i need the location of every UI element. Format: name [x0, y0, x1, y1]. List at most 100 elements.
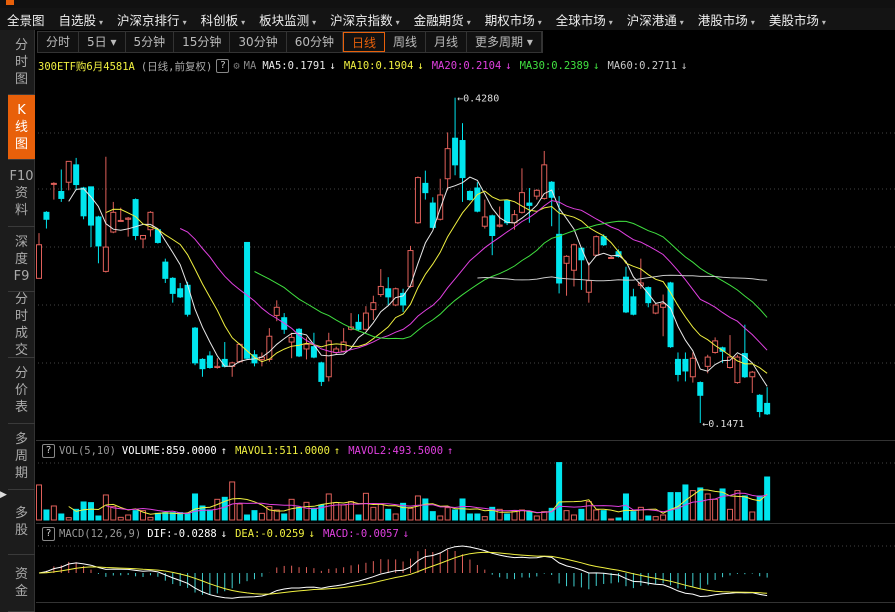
volume-bar: [697, 487, 704, 521]
chevron-down-icon: ▾: [312, 17, 317, 27]
menu-item[interactable]: 全景图: [0, 10, 52, 29]
trend-arrow-icon: ↓: [593, 60, 600, 72]
period-tab[interactable]: 60分钟: [287, 32, 343, 52]
period-tab[interactable]: 15分钟: [174, 32, 231, 52]
candle-body: [481, 216, 488, 227]
menu-item[interactable]: 自选股 ▾: [52, 10, 111, 29]
macd-indicator-label[interactable]: MACD(12,26,9): [59, 528, 142, 540]
sidebar-item[interactable]: 分 时 成 交: [8, 292, 35, 358]
chevron-down-icon: ▾: [821, 17, 826, 27]
candle-body: [192, 327, 199, 364]
candle-body: [682, 358, 689, 372]
candle-body: [734, 356, 741, 384]
help-button[interactable]: ?: [216, 59, 230, 73]
menu-item[interactable]: 沪深京排行 ▾: [110, 10, 194, 29]
candle-body: [585, 280, 592, 293]
volume-bar: [585, 501, 592, 521]
candle-body: [177, 288, 184, 298]
menu-item[interactable]: 沪深港通 ▾: [620, 10, 691, 29]
menu-item[interactable]: 金融期货 ▾: [407, 10, 478, 29]
period-tab[interactable]: 30分钟: [230, 32, 287, 52]
volume-bar: [199, 505, 206, 521]
menu-item-label: 沪深京指数: [330, 12, 393, 28]
dea-line: [38, 551, 768, 595]
macd-values: DIF:-0.0288 ↓ DEA:-0.0259 ↓ MACD:-0.0057 ↓: [147, 528, 417, 540]
sidebar-item[interactable]: K 线 图: [8, 95, 35, 160]
menu-item-label: 自选股: [58, 12, 97, 28]
indicator-value: MA30:0.2389: [519, 60, 590, 72]
security-title: 300ETF购6月4581A: [38, 60, 135, 73]
candle-body: [645, 287, 652, 304]
menu-item[interactable]: 港股市场 ▾: [691, 10, 762, 29]
candle-body: [704, 356, 711, 367]
volume-bar: [117, 516, 124, 521]
candle-body: [652, 304, 659, 314]
period-tab[interactable]: 更多周期 ▾: [467, 32, 542, 52]
period-tab[interactable]: 5分钟: [126, 32, 175, 52]
candle-body: [630, 296, 637, 315]
sidebar-item[interactable]: 多 股: [8, 490, 35, 555]
volume-bar: [719, 488, 726, 521]
candle-body: [444, 148, 451, 180]
candle-body: [533, 189, 540, 197]
menu-item[interactable]: 美股市场 ▾: [762, 10, 833, 29]
volume-bar: [88, 502, 95, 521]
sidebar-item[interactable]: 深 度 F9: [8, 227, 35, 292]
indicator-value: DIF:-0.0288: [147, 528, 217, 540]
period-tab[interactable]: 分时: [38, 32, 80, 52]
macd-help-button[interactable]: ?: [42, 527, 55, 541]
volume-bar: [593, 509, 600, 521]
menu-item-label: 沪深港通: [626, 12, 677, 28]
ma20-line: [179, 199, 768, 354]
volume-bar: [526, 511, 533, 521]
gear-icon[interactable]: ⚙: [233, 60, 240, 72]
candle-body: [244, 241, 251, 359]
menu-item[interactable]: 板块监测 ▾: [252, 10, 323, 29]
candle-body: [756, 394, 763, 413]
divider: [36, 523, 895, 524]
sidebar-collapse-handle-icon[interactable]: ▶: [0, 490, 7, 500]
candle-body: [325, 340, 332, 378]
candle-body: [169, 277, 176, 294]
dif-line: [38, 545, 768, 599]
sidebar-item[interactable]: F10 资 料: [8, 160, 35, 227]
candle-body: [125, 217, 132, 220]
volume-bar: [652, 516, 659, 521]
menu-item-label: 科创板: [200, 12, 239, 28]
period-tab[interactable]: 5日 ▾: [79, 32, 126, 52]
volume-bar: [95, 515, 102, 521]
candle-body: [764, 402, 771, 415]
period-tab[interactable]: 周线: [385, 32, 427, 52]
volume-bar: [474, 513, 481, 521]
menu-item-label: 美股市场: [768, 12, 819, 28]
menu-item[interactable]: 期权市场 ▾: [478, 10, 549, 29]
candle-body: [608, 256, 615, 259]
volume-bar: [689, 490, 696, 521]
menu-item[interactable]: 科创板 ▾: [194, 10, 253, 29]
volume-bar: [444, 507, 451, 521]
indicator-value: VOLUME:859.0000: [121, 445, 217, 457]
volume-bar: [556, 462, 563, 521]
candle-body: [43, 211, 50, 220]
trend-arrow-icon: ↑: [333, 445, 341, 457]
menu-item-label: 全景图: [7, 12, 45, 28]
volume-help-button[interactable]: ?: [42, 444, 55, 458]
chevron-down-icon: ▾: [608, 17, 613, 27]
volume-bar: [511, 511, 518, 521]
sidebar-item[interactable]: 多 周 期: [8, 424, 35, 490]
volume-indicator-label[interactable]: VOL(5,10): [59, 445, 116, 457]
candle-body: [600, 236, 607, 246]
candle-body: [206, 355, 213, 369]
menu-item[interactable]: 沪深京指数 ▾: [323, 10, 407, 29]
candle-body: [674, 358, 681, 375]
menu-item[interactable]: 全球市场 ▾: [549, 10, 620, 29]
sidebar-item[interactable]: 分 时 图: [8, 30, 35, 95]
ma-values: MA5:0.1791 ↓ MA10:0.1904 ↓ MA20:0.2104 ↓ MA30:…: [262, 60, 695, 72]
candle-body: [88, 186, 95, 226]
sidebar-item[interactable]: 分 价 表: [8, 358, 35, 424]
period-tab[interactable]: 月线: [426, 32, 468, 52]
candle-body: [370, 302, 377, 311]
indicator-value: MA60:0.2711: [607, 60, 678, 72]
period-tab[interactable]: 日线: [342, 32, 385, 52]
